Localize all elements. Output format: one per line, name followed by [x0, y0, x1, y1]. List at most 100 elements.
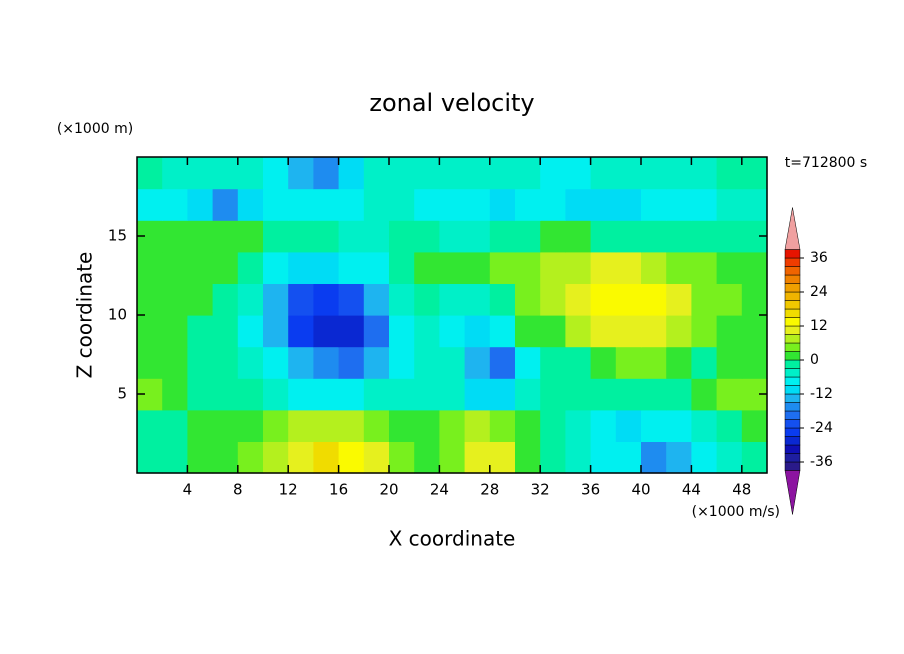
contour-cell: [313, 409, 340, 442]
contour-cell: [641, 283, 667, 316]
contour-cell: [137, 409, 163, 442]
contour-cell: [338, 283, 365, 316]
colorbar-segment: [784, 402, 801, 412]
contour-cell: [212, 346, 239, 379]
contour-cell: [464, 378, 491, 411]
contour-cell: [666, 409, 692, 442]
contour-cell: [691, 157, 718, 190]
contour-cell: [313, 220, 340, 253]
contour-cell: [338, 441, 365, 474]
contour-cell: [389, 315, 415, 348]
contour-cell: [540, 441, 566, 474]
contour-cell: [187, 251, 214, 284]
contour-cell: [288, 220, 314, 253]
contour-cell: [187, 283, 214, 316]
contour-cell: [641, 157, 667, 190]
contour-cell: [263, 220, 289, 253]
contour-cell: [263, 346, 289, 379]
contour-cell: [439, 346, 466, 379]
contour-cell: [389, 409, 415, 442]
contour-cell: [565, 315, 592, 348]
contour-cell: [288, 251, 314, 284]
contour-cell: [641, 346, 667, 379]
contour-cell: [414, 283, 440, 316]
contour-cell: [716, 441, 743, 474]
contour-cell: [288, 188, 314, 221]
axes: 4 8 12 16 20 24 28 32 36 40 44 4851015-36-24-120122…: [108, 156, 833, 515]
contour-cell: [313, 157, 340, 190]
contour-cell: [288, 346, 314, 379]
contour-cell: [666, 188, 692, 221]
contour-cell: [590, 409, 617, 442]
contour-cell: [288, 315, 314, 348]
contour-cell: [515, 315, 541, 348]
contour-cell: [464, 220, 491, 253]
contour-cell: [615, 220, 642, 253]
contour-cell: [716, 315, 743, 348]
contour-cell: [363, 283, 390, 316]
contour-cell: [187, 157, 214, 190]
contour-cell: [414, 188, 440, 221]
colorbar-segment: [784, 249, 801, 259]
contour-cell: [363, 409, 390, 442]
contour-cell: [615, 188, 642, 221]
contour-cell: [137, 315, 163, 348]
contour-cell: [615, 315, 642, 348]
contour-cell: [741, 409, 768, 442]
contour-cell: [540, 409, 566, 442]
contour-cell: [338, 315, 365, 348]
contour-cell: [414, 378, 440, 411]
contour-cell: [565, 441, 592, 474]
contour-cell: [288, 283, 314, 316]
colorbar-segment: [784, 334, 801, 344]
contour-cell: [187, 409, 214, 442]
y-tick-label: 5: [117, 385, 127, 403]
x-tick-label: 24: [430, 481, 449, 499]
contour-cell: [615, 441, 642, 474]
x-tick-label: 20: [379, 481, 398, 499]
contour-cell: [162, 409, 188, 442]
contour-cell: [389, 441, 415, 474]
contour-cell: [615, 346, 642, 379]
colorbar-segment: [784, 444, 801, 454]
contour-cell: [691, 441, 718, 474]
colorbar-segment: [784, 359, 801, 369]
contour-cell: [313, 315, 340, 348]
x-tick-label: 8: [233, 481, 243, 499]
contour-cell: [716, 157, 743, 190]
contour-cell: [363, 315, 390, 348]
contour-cell: [162, 157, 188, 190]
contour-cell: [162, 188, 188, 221]
contour-cell: [212, 283, 239, 316]
contour-cell: [212, 441, 239, 474]
contour-cell: [691, 315, 718, 348]
contour-cell: [389, 283, 415, 316]
contour-cell: [414, 251, 440, 284]
contour-cell: [464, 409, 491, 442]
contour-cell: [439, 378, 466, 411]
contour-cell: [187, 346, 214, 379]
colorbar-segment: [784, 291, 801, 301]
contour-cell: [338, 409, 365, 442]
contour-cell: [515, 157, 541, 190]
contour-cell: [540, 346, 566, 379]
contour-cell: [741, 251, 768, 284]
x-tick-label: 40: [631, 481, 650, 499]
colorbar-segment: [784, 300, 801, 310]
contour-cell: [590, 315, 617, 348]
contour-cell: [212, 315, 239, 348]
contour-cell: [263, 251, 289, 284]
contour-cell: [414, 157, 440, 190]
contour-cell: [741, 315, 768, 348]
contour-cell: [338, 188, 365, 221]
contour-cell: [338, 346, 365, 379]
contour-cell: [389, 220, 415, 253]
colorbar-segment: [784, 317, 801, 327]
contour-cell: [237, 346, 264, 379]
contour-cell: [162, 283, 188, 316]
contour-cell: [263, 315, 289, 348]
colorbar-tick-label: 36: [810, 250, 828, 266]
contour-cell: [414, 441, 440, 474]
contour-cell: [515, 346, 541, 379]
colorbar-segment: [784, 351, 801, 361]
